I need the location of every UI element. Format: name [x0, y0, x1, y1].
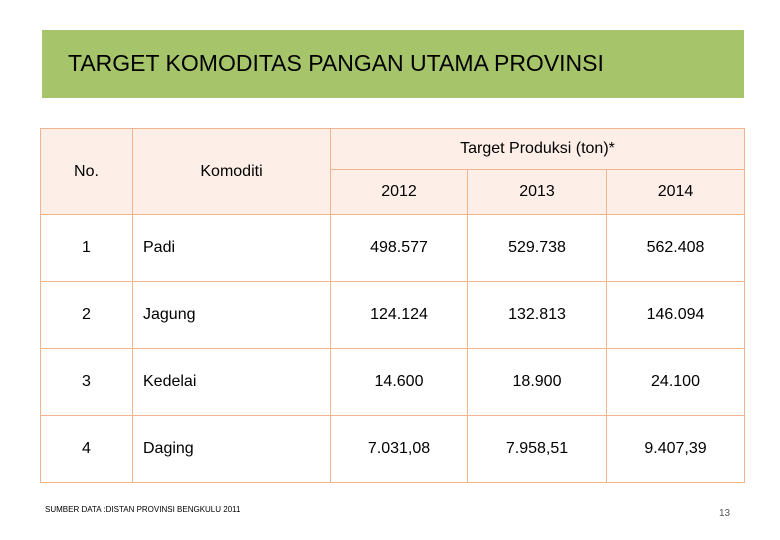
header-commodity: Komoditi — [132, 128, 331, 215]
table-row: 2 Jagung 124.124 132.813 146.094 — [40, 281, 746, 349]
target-value: 529.738 — [467, 214, 607, 282]
row-number: 1 — [40, 214, 133, 282]
target-value: 7.958,51 — [467, 415, 607, 483]
row-number: 3 — [40, 348, 133, 416]
target-value: 7.031,08 — [330, 415, 468, 483]
commodity-name: Padi — [132, 214, 331, 282]
target-value: 562.408 — [605, 214, 746, 282]
header-target: Target Produksi (ton)* — [329, 128, 746, 170]
target-value: 146.094 — [605, 281, 746, 349]
page-number: 13 — [719, 508, 731, 519]
table-row: 1 Padi 498.577 529.738 562.408 — [40, 214, 746, 282]
title-banner: TARGET KOMODITAS PANGAN UTAMA PROVINSI — [42, 30, 744, 98]
target-value: 124.124 — [330, 281, 468, 349]
commodity-name: Jagung — [132, 281, 331, 349]
target-value: 9.407,39 — [605, 415, 746, 483]
slide-title: TARGET KOMODITAS PANGAN UTAMA PROVINSI — [68, 50, 604, 76]
header-year: 2012 — [330, 169, 468, 215]
target-value: 18.900 — [467, 348, 607, 416]
commodity-name: Daging — [132, 415, 331, 483]
header-no: No. — [40, 128, 133, 215]
target-table: No. Komoditi Target Produksi (ton)* 2012… — [40, 128, 746, 483]
row-number: 2 — [40, 281, 133, 349]
header-year: 2013 — [467, 169, 607, 215]
header-year: 2014 — [605, 169, 746, 215]
table-body: 1 Padi 498.577 529.738 562.408 2 Jagung 124.124… — [40, 214, 746, 483]
target-value: 24.100 — [605, 348, 746, 416]
source-note: SUMBER DATA :DISTAN PROVINSI BENGKULU 20… — [45, 505, 241, 514]
target-value: 14.600 — [330, 348, 468, 416]
target-value: 498.577 — [330, 214, 468, 282]
commodity-name: Kedelai — [132, 348, 331, 416]
row-number: 4 — [40, 415, 133, 483]
table-row: 3 Kedelai 14.600 18.900 24.100 — [40, 348, 746, 416]
table-row: 4 Daging 7.031,08 7.958,51 9.407,39 — [40, 415, 746, 483]
target-value: 132.813 — [467, 281, 607, 349]
